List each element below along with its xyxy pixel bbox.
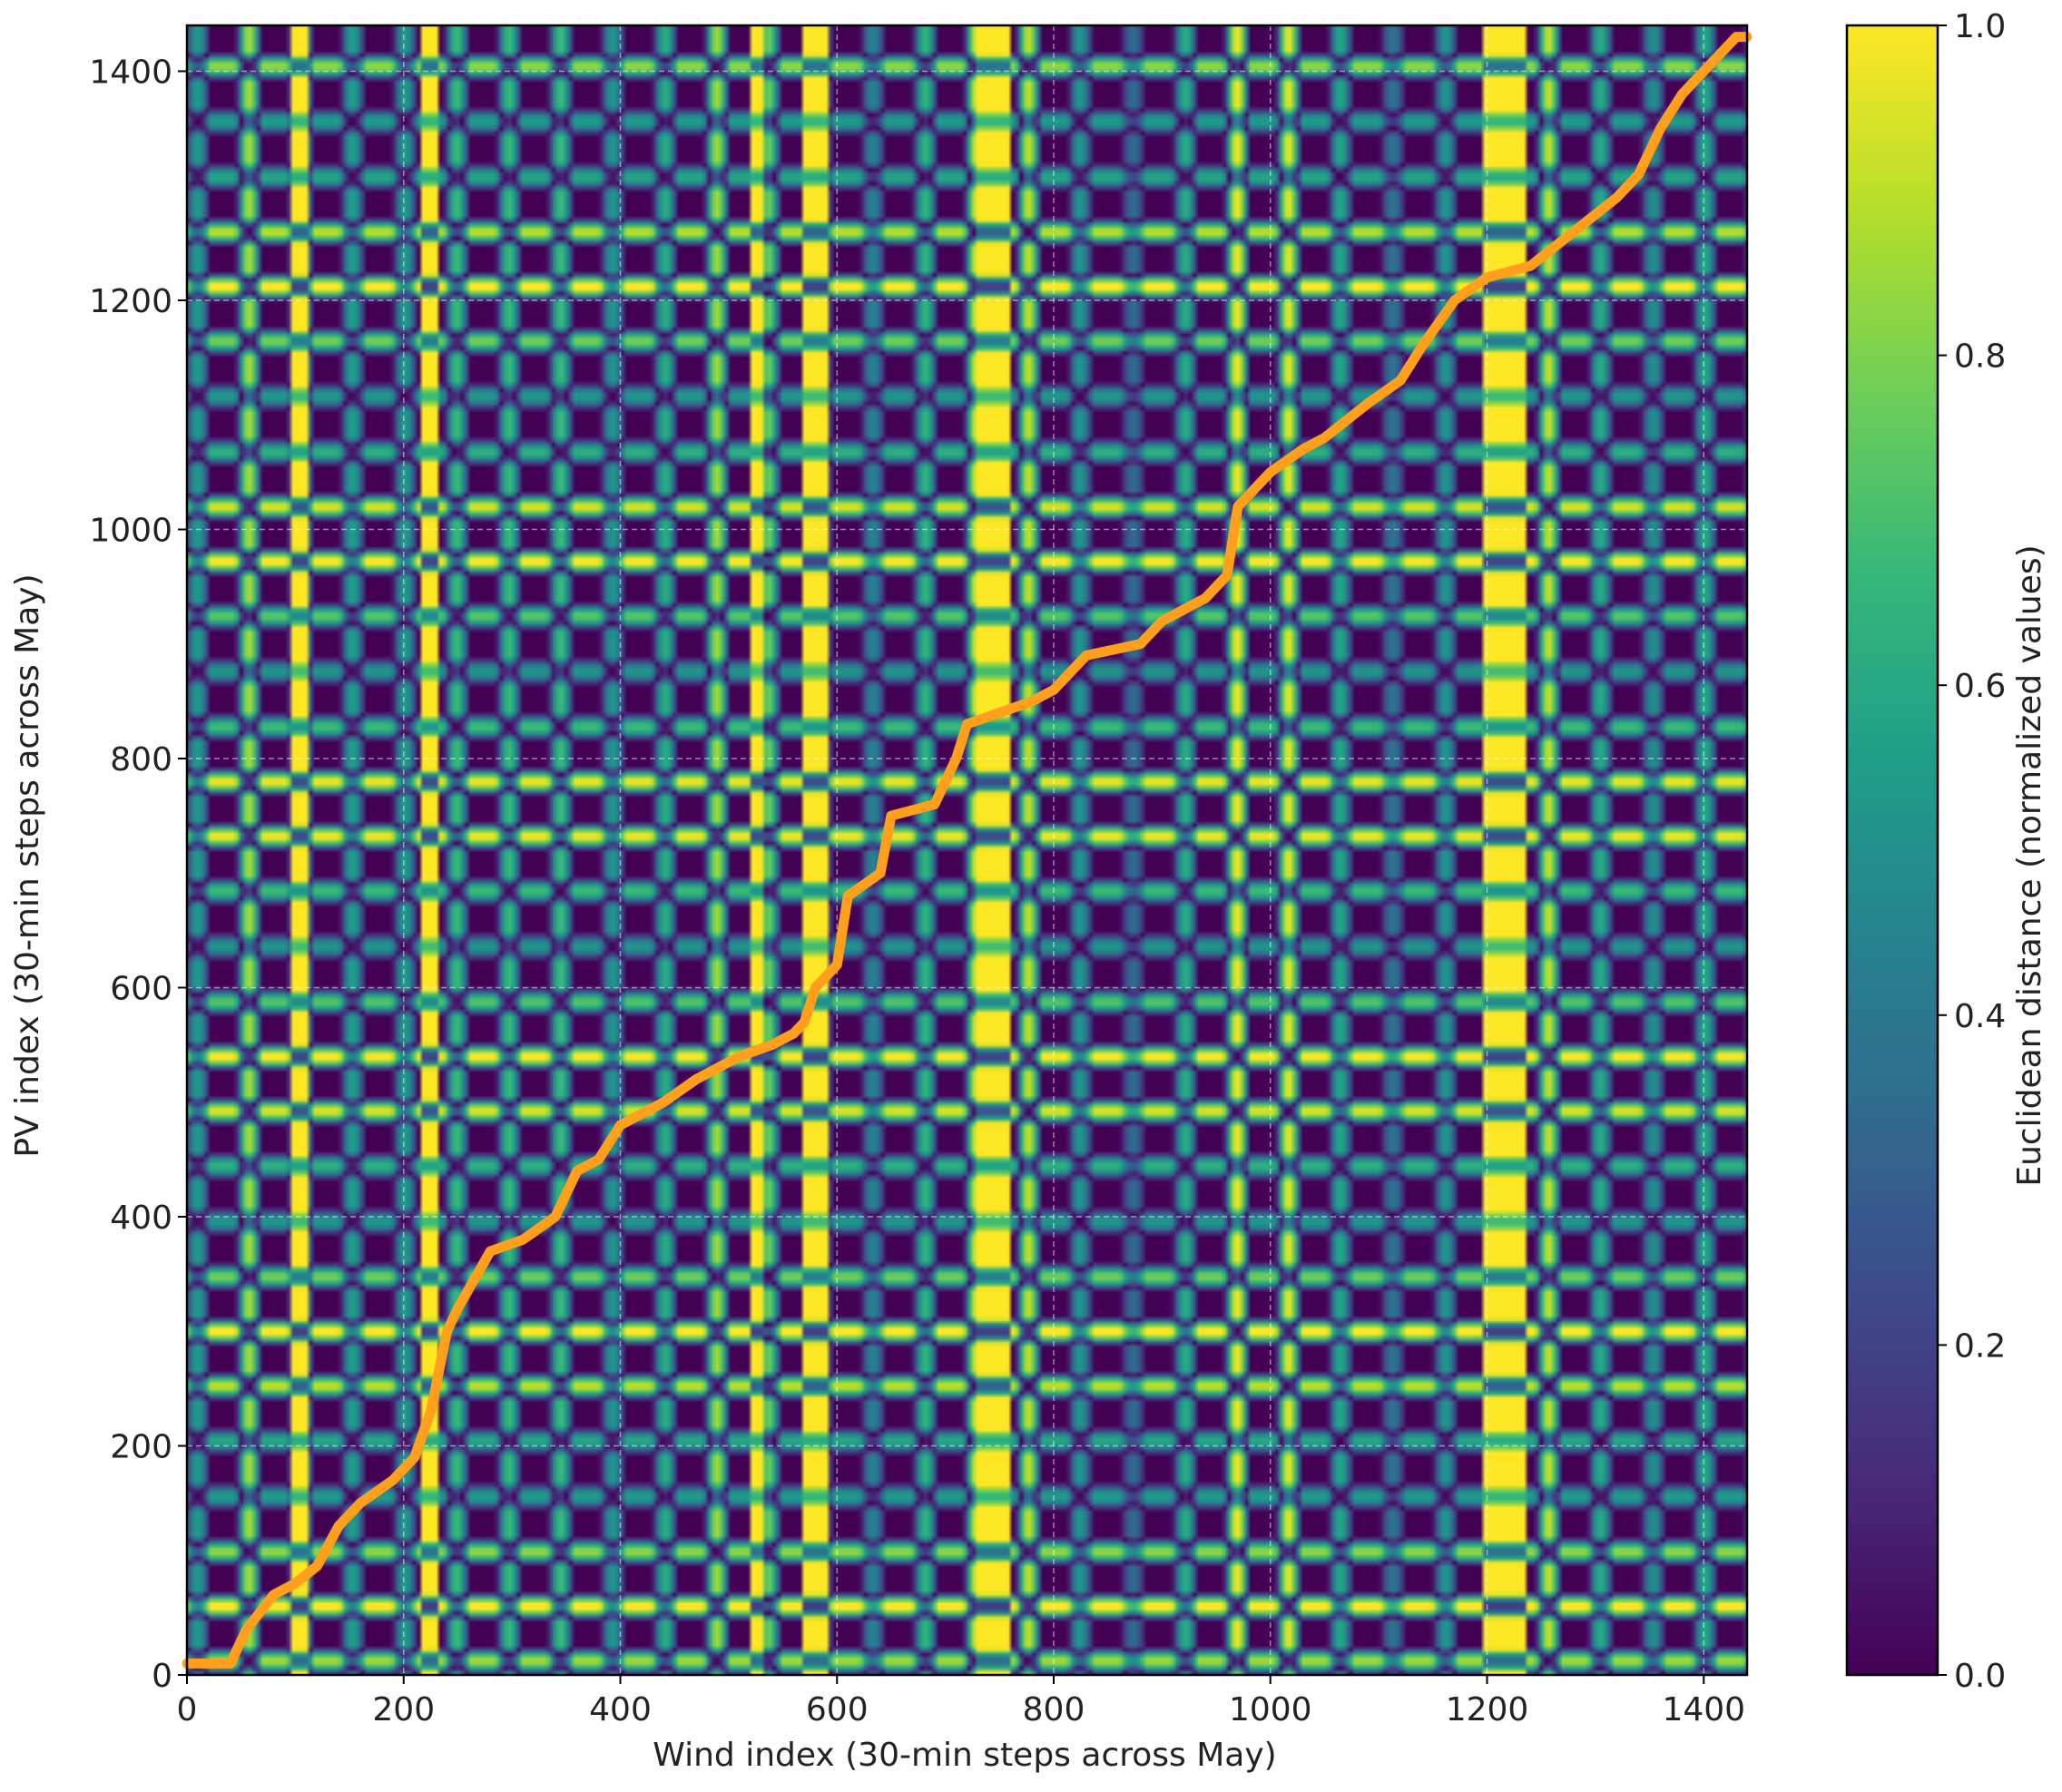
y-tick-label: 1000 xyxy=(89,513,172,550)
y-axis-label: PV index (30-min steps across May) xyxy=(9,573,46,1157)
x-tick-label: 1400 xyxy=(1662,1691,1745,1728)
y-tick-label: 600 xyxy=(110,971,172,1008)
x-tick-label: 200 xyxy=(372,1691,435,1728)
grid-layer xyxy=(187,25,1747,1675)
y-tick-label: 200 xyxy=(110,1429,172,1466)
warping-path-line xyxy=(182,32,1753,1669)
colorbar-tick-label: 0.4 xyxy=(1954,998,2006,1035)
x-tick-label: 1200 xyxy=(1446,1691,1529,1728)
x-axis-label: Wind index (30-min steps across May) xyxy=(653,1737,1276,1774)
y-tick-label: 0 xyxy=(152,1658,172,1695)
x-tick-label: 1000 xyxy=(1229,1691,1312,1728)
x-tick-label: 800 xyxy=(1023,1691,1085,1728)
colorbar-gradient xyxy=(1845,24,1939,1677)
x-tick-label: 600 xyxy=(806,1691,869,1728)
warping-path-layer xyxy=(182,32,1753,1669)
colorbar-tick-label: 1.0 xyxy=(1954,8,2006,45)
colorbar: 0.0 0.2 0.4 0.6 0.8 1.0 xyxy=(1845,8,2006,1695)
plot-frame xyxy=(185,24,1749,1677)
axes-layer: 0 200 400 600 800 1000 1200 1400 0 200 400 600 800 10… xyxy=(89,24,1749,1728)
colorbar-tick-label: 0.8 xyxy=(1954,338,2006,376)
x-tick-label: 0 xyxy=(177,1691,198,1728)
colorbar-tick-label: 0.2 xyxy=(1954,1327,2006,1365)
colorbar-tick-label: 0.0 xyxy=(1954,1658,2006,1695)
colorbar-label: Euclidean distance (normalized values) xyxy=(2011,544,2048,1186)
x-tick-label: 400 xyxy=(589,1691,652,1728)
colorbar-tick-label: 0.6 xyxy=(1954,668,2006,705)
y-tick-label: 1200 xyxy=(89,283,172,320)
y-tick-label: 400 xyxy=(110,1200,172,1237)
y-tick-label: 800 xyxy=(110,741,172,778)
y-tick-label: 1400 xyxy=(89,54,172,92)
